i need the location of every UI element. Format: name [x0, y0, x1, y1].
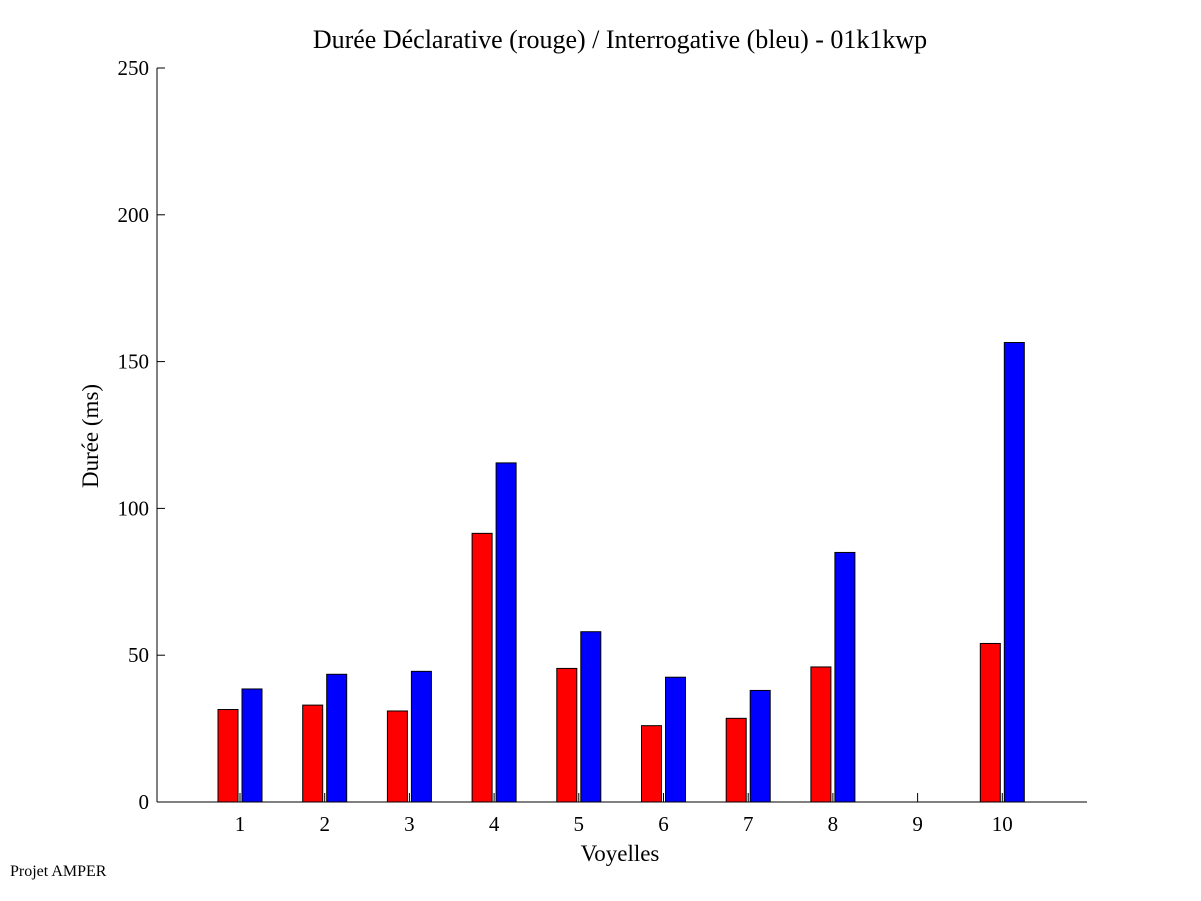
x-tick-label: 6 [658, 812, 669, 836]
bar-declarative-7 [725, 717, 747, 803]
x-axis-label: Voyelles [581, 841, 660, 866]
bar-interrogative-4 [495, 462, 517, 803]
x-tick-label: 4 [489, 812, 500, 836]
axes-group: 0 50 100 150 200 250 1 2 3 4 5 6 7 8 9 10 [118, 56, 1087, 836]
x-tick-label: 8 [828, 812, 839, 836]
x-tick-label: 10 [992, 812, 1013, 836]
footer-credit: Projet AMPER [10, 863, 107, 880]
bar-declarative-2 [302, 704, 324, 803]
x-tick-label: 5 [574, 812, 585, 836]
bar-interrogative-8 [834, 551, 856, 803]
bar-interrogative-6 [665, 676, 686, 803]
y-axis-label: Durée (ms) [78, 384, 103, 488]
bar-declarative-8 [810, 666, 832, 803]
y-tick-label: 0 [139, 790, 150, 814]
chart-title: Durée Déclarative (rouge) / Interrogativ… [313, 25, 927, 54]
x-tick-label: 9 [912, 812, 923, 836]
bar-interrogative-10 [1003, 342, 1025, 803]
bar-interrogative-1 [241, 688, 263, 803]
bar-declarative-10 [979, 642, 1001, 803]
y-tick-label: 200 [118, 203, 150, 227]
y-tick-label: 150 [118, 350, 150, 374]
bars-group [217, 342, 1025, 803]
bar-interrogative-7 [749, 689, 771, 803]
bar-interrogative-5 [580, 631, 602, 803]
y-tick-label: 250 [118, 56, 150, 80]
bar-declarative-3 [386, 710, 408, 803]
bar-declarative-6 [641, 725, 662, 803]
bar-declarative-5 [556, 667, 578, 803]
bar-declarative-4 [471, 532, 493, 803]
x-tick-label: 2 [319, 812, 330, 836]
x-tick-label: 3 [404, 812, 415, 836]
bar-interrogative-2 [326, 673, 348, 803]
x-tick-label: 1 [235, 812, 246, 836]
bar-declarative-1 [217, 709, 239, 803]
y-tick-label: 100 [118, 496, 150, 520]
y-tick-label: 50 [128, 643, 149, 667]
x-tick-label: 7 [743, 812, 754, 836]
bar-interrogative-3 [410, 670, 432, 803]
